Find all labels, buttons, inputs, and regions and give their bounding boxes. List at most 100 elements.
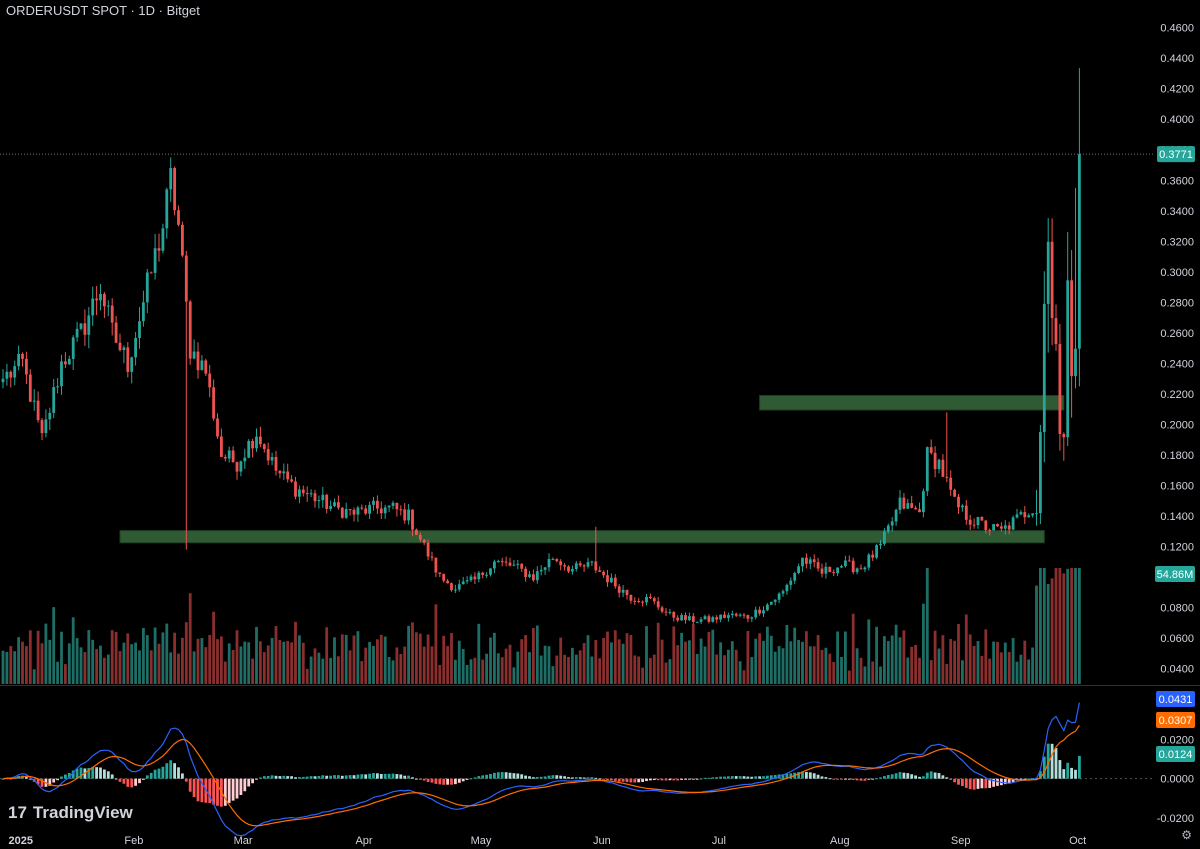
volume-bar <box>730 641 734 684</box>
volume-bar <box>668 659 672 684</box>
candle-body <box>415 529 418 535</box>
candle-body <box>298 489 301 497</box>
volume-bar <box>290 642 293 684</box>
candle-body <box>649 596 652 599</box>
candle-body <box>855 568 859 573</box>
volume-bar <box>473 657 477 684</box>
macd-hist-bar <box>933 772 937 779</box>
volume-bar <box>282 641 286 684</box>
candle-body <box>352 509 356 515</box>
macd-hist-bar <box>130 778 134 788</box>
macd-hist-bar <box>824 777 828 779</box>
macd-hist-bar <box>216 778 219 806</box>
candle-body <box>231 450 235 463</box>
macd-hist-bar <box>512 773 516 779</box>
candle-body <box>165 189 169 229</box>
candle-body <box>337 502 340 508</box>
candle-body <box>851 560 855 573</box>
candle-body <box>883 531 886 544</box>
candle-body <box>399 509 403 511</box>
macd-hist-bar <box>656 778 660 781</box>
macd-hist-bar <box>325 775 329 779</box>
volume-bar <box>532 628 535 684</box>
volume-bar <box>598 658 602 684</box>
candle-body <box>734 613 738 616</box>
macd-hist-bar <box>364 774 368 779</box>
macd-hist-bar <box>376 773 379 779</box>
volume-bar <box>578 650 582 684</box>
macd-hist-bar <box>184 778 188 782</box>
candle-body <box>1027 515 1031 518</box>
macd-hist-bar <box>1003 778 1007 785</box>
macd-hist-bar <box>964 778 968 788</box>
macd-hist-bar <box>173 763 176 779</box>
volume-bar <box>181 637 184 684</box>
volume-bar <box>750 657 754 684</box>
volume-bar <box>9 646 13 684</box>
volume-bar <box>805 631 808 684</box>
volume-bar <box>711 629 715 684</box>
volume-bar <box>898 637 902 684</box>
volume-bar <box>957 623 960 684</box>
candle-body <box>925 447 929 492</box>
volume-bar <box>922 603 925 684</box>
macd-hist-bar <box>356 774 360 779</box>
macd-hist-bar <box>274 775 278 779</box>
tradingview-logo[interactable]: 17 TradingView <box>8 803 133 823</box>
macd-hist-bar <box>508 772 512 779</box>
macd-hist-bar <box>177 767 180 779</box>
candle-body <box>126 347 130 372</box>
gear-icon[interactable]: ⚙ <box>1181 828 1192 842</box>
candle-body <box>149 272 153 274</box>
macd-hist-bar <box>290 776 293 779</box>
candle-body <box>941 459 945 477</box>
macd-hist-bar <box>606 778 609 781</box>
volume-bar <box>87 630 91 684</box>
volume-bar <box>251 658 254 684</box>
price-tick-label: 0.4200 <box>1160 84 1194 96</box>
volume-bar <box>1027 659 1031 684</box>
macd-hist-bar <box>309 776 313 779</box>
macd-hist-bar <box>504 772 508 779</box>
volume-bar <box>212 611 215 684</box>
volume-bar <box>610 642 613 684</box>
macd-hist-bar <box>532 777 535 779</box>
macd-hist-bar <box>286 776 290 779</box>
candle-body <box>67 358 71 365</box>
macd-hist-bar <box>719 776 722 779</box>
macd-hist-bar <box>430 778 434 783</box>
volume-bar <box>941 635 945 684</box>
volume-bar <box>964 614 968 684</box>
macd-hist-bar <box>446 778 449 785</box>
volume-bar <box>21 641 24 684</box>
volume-bar <box>422 646 426 684</box>
price-tick-label: 0.0600 <box>1160 633 1194 645</box>
macd-hist-bar <box>610 778 613 781</box>
macd-hist-bar <box>333 775 336 779</box>
macd-hist-bar <box>25 776 28 779</box>
candle-body <box>699 619 703 622</box>
macd-hist-bar <box>270 775 274 779</box>
last-price-tag <box>1157 146 1195 163</box>
macd-hist-bar <box>925 772 929 779</box>
macd-hist-bar <box>469 778 473 780</box>
volume-bars <box>1 568 1081 684</box>
volume-bar <box>48 639 52 684</box>
macd-hist-bar <box>138 778 141 784</box>
candle-body <box>918 509 921 513</box>
candle-body <box>114 322 118 343</box>
macd-hist-bar <box>797 772 800 779</box>
candle-body <box>1035 513 1038 515</box>
macd-tick-label: 0.0000 <box>1160 774 1194 786</box>
volume-bar <box>489 637 492 684</box>
candle-body <box>520 563 524 569</box>
macd-hist-bar <box>805 771 808 779</box>
volume-bar <box>67 643 71 684</box>
candle-body <box>91 298 95 316</box>
volume-bar <box>52 607 56 684</box>
time-tick-label: 2025 <box>9 835 33 847</box>
macd-hist-bar <box>762 776 765 779</box>
macd-hist-bar <box>134 778 137 786</box>
volume-bar <box>914 644 917 684</box>
